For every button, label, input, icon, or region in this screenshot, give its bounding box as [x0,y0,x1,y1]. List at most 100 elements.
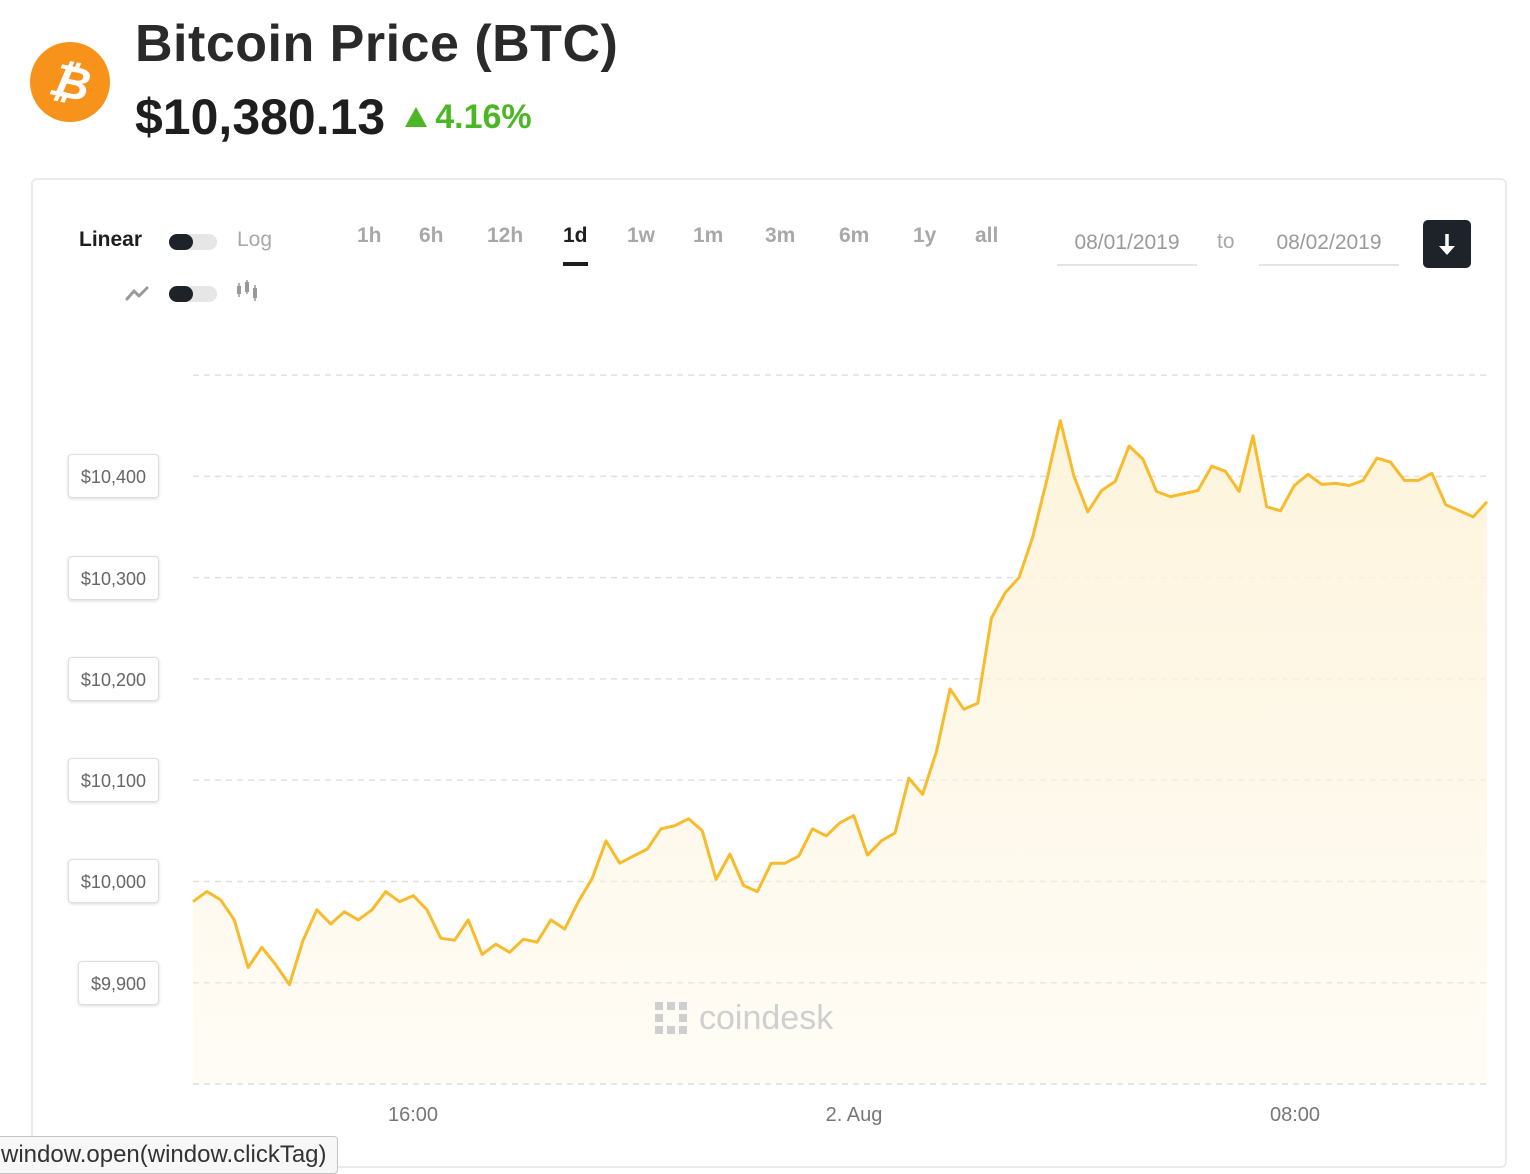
data-point [852,814,856,818]
data-point [893,831,897,835]
range-tab-1y[interactable]: 1y [913,224,937,247]
y-tick-label: $10,300 [67,555,159,600]
range-tab-6m[interactable]: 6m [839,224,870,247]
line-chart-icon[interactable] [125,284,151,304]
data-point [342,910,346,914]
toggle-knob [169,286,193,302]
scale-linear-label[interactable]: Linear [79,228,143,251]
price-line [192,419,1489,987]
data-point [769,861,773,865]
data-point [1485,500,1489,504]
data-point [1223,469,1227,473]
page-title: Bitcoin Price (BTC) [135,15,619,73]
data-point [687,817,691,821]
data-point [632,854,636,858]
coin-header: ₿ Bitcoin Price (BTC) $10,380.13 4.16% [0,0,1530,170]
range-tab-1w[interactable]: 1w [627,224,656,247]
data-point [246,966,250,970]
data-point [1127,444,1131,448]
data-point [604,839,608,843]
data-point [1113,479,1117,483]
data-point [1086,510,1090,514]
data-point [411,894,415,898]
candlestick-icon[interactable] [235,280,263,302]
y-tick-label: $10,100 [67,758,159,803]
x-tick-label: 2. Aug [825,1104,883,1126]
data-point [1458,509,1462,513]
data-point [260,945,264,949]
bitcoin-logo-icon: ₿ [30,42,110,122]
data-point [1196,489,1200,493]
data-point [714,877,718,881]
data-point [673,824,677,828]
scale-toggle[interactable] [169,234,217,250]
data-point [301,938,305,942]
data-point [824,834,828,838]
data-point [205,890,209,894]
date-to-separator: to [1217,230,1235,253]
data-point [494,942,498,946]
data-point [508,950,512,954]
data-point [398,900,402,904]
range-tab-all[interactable]: all [975,224,999,247]
data-point [370,908,374,912]
data-point [521,937,525,941]
data-point [1320,482,1324,486]
data-point [1389,460,1393,464]
scale-log-label[interactable]: Log [237,228,273,251]
data-point [1444,503,1448,507]
range-tab-3m[interactable]: 3m [765,224,796,247]
data-point [1430,471,1434,475]
range-tab-1d[interactable]: 1d [563,224,588,266]
data-point [866,853,870,857]
download-button[interactable] [1423,220,1471,268]
data-point [1072,474,1076,478]
data-point [728,852,732,856]
data-point [921,792,925,796]
x-tick-label: 16:00 [387,1104,439,1126]
data-point [1471,515,1475,519]
date-to-input[interactable] [1259,222,1399,266]
data-point [645,847,649,851]
data-point [549,918,553,922]
data-point [907,776,911,780]
range-tab-12h[interactable]: 12h [487,224,524,247]
coindesk-logo-icon [655,1002,687,1034]
chart-controls: Linear Log 1h 6h 12h 1d 1w 1m 3m 6m 1y all to [33,180,1509,302]
data-point [838,821,842,825]
y-tick-label: $10,000 [67,859,159,904]
download-arrow-icon [1439,234,1455,255]
data-point [1003,591,1007,595]
data-point [1141,457,1145,461]
data-point [535,940,539,944]
data-point [1292,484,1296,488]
data-point [1306,472,1310,476]
data-point [480,952,484,956]
range-tab-1h[interactable]: 1h [357,224,382,247]
date-from-input[interactable] [1057,222,1197,266]
data-point [811,827,815,831]
range-tab-1m[interactable]: 1m [693,224,724,247]
data-point [315,908,319,912]
data-point [287,983,291,987]
data-point [1251,434,1255,438]
data-point [976,701,980,705]
data-point [1347,484,1351,488]
triangle-up-icon [405,107,428,127]
data-point [1416,478,1420,482]
data-point [783,861,787,865]
range-tab-6h[interactable]: 6h [419,224,444,247]
data-point [1375,456,1379,460]
data-point [659,827,663,831]
price-row: $10,380.13 4.16% [135,86,532,148]
data-point [274,963,278,967]
data-point [466,918,470,922]
price-change-badge: 4.16% [405,98,532,137]
chart-style-toggle[interactable] [169,286,217,302]
data-point [1334,481,1338,485]
toggle-knob [169,234,193,250]
data-point [755,890,759,894]
price-area-fill [193,420,1487,1085]
watermark-text: coindesk [699,998,834,1037]
data-point [563,927,567,931]
